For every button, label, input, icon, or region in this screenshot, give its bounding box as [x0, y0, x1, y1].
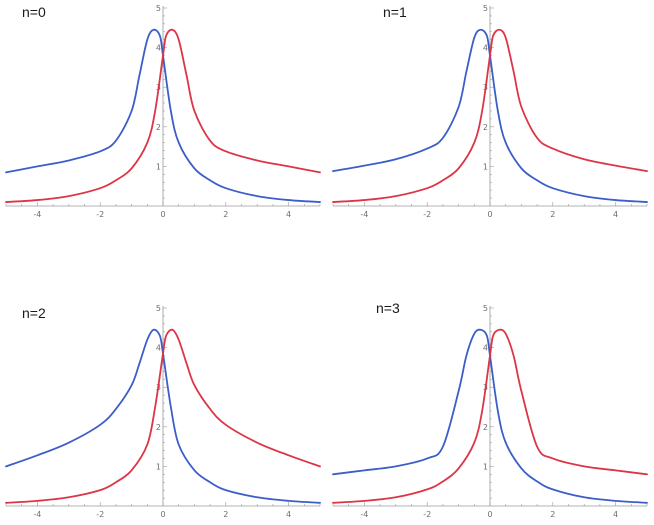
x-tick-label: 2: [550, 510, 555, 519]
x-tick-label: -4: [360, 510, 368, 519]
y-tick-label: 2: [156, 423, 161, 432]
y-tick-label: 2: [156, 123, 161, 132]
y-tick-label: 2: [483, 423, 488, 432]
x-tick-label: -2: [423, 510, 431, 519]
x-tick-label: 4: [286, 510, 291, 519]
x-tick-label: 0: [160, 510, 165, 519]
x-tick-label: 2: [550, 210, 555, 219]
y-tick-label: 2: [483, 123, 488, 132]
x-tick-label: -2: [96, 510, 104, 519]
x-tick-label: -4: [360, 210, 368, 219]
y-tick-label: 4: [156, 344, 161, 353]
series-line-blue: [332, 328, 648, 504]
series-line-blue: [332, 28, 648, 203]
y-tick-label: 4: [483, 44, 488, 53]
series-line-red: [5, 28, 321, 203]
x-tick-label: 4: [286, 210, 291, 219]
x-tick-label: -4: [33, 510, 41, 519]
series-line-blue: [5, 28, 321, 203]
y-tick-label: 5: [156, 4, 161, 13]
y-tick-label: 5: [483, 304, 488, 313]
x-tick-label: -2: [423, 210, 431, 219]
panel-label: n=1: [383, 4, 407, 20]
series-line-red: [332, 328, 648, 504]
y-tick-label: 5: [483, 4, 488, 13]
x-tick-label: 2: [223, 510, 228, 519]
x-tick-label: 4: [613, 510, 618, 519]
y-tick-label: 1: [156, 162, 161, 171]
y-tick-label: 4: [156, 44, 161, 53]
series-line-red: [5, 328, 321, 504]
x-tick-label: -2: [96, 210, 104, 219]
series-line-red: [332, 28, 648, 203]
x-tick-label: 0: [487, 510, 492, 519]
series-line-blue: [5, 328, 321, 504]
y-tick-label: 4: [483, 344, 488, 353]
x-tick-label: 2: [223, 210, 228, 219]
x-tick-label: -4: [33, 210, 41, 219]
panel-label: n=0: [22, 4, 46, 20]
panel-label: n=2: [22, 305, 46, 321]
x-tick-label: 0: [160, 210, 165, 219]
panel-label: n=3: [376, 300, 400, 316]
x-tick-label: 0: [487, 210, 492, 219]
y-tick-label: 1: [156, 462, 161, 471]
y-tick-label: 1: [483, 162, 488, 171]
y-tick-label: 5: [156, 304, 161, 313]
x-tick-label: 4: [613, 210, 618, 219]
y-tick-label: 1: [483, 462, 488, 471]
